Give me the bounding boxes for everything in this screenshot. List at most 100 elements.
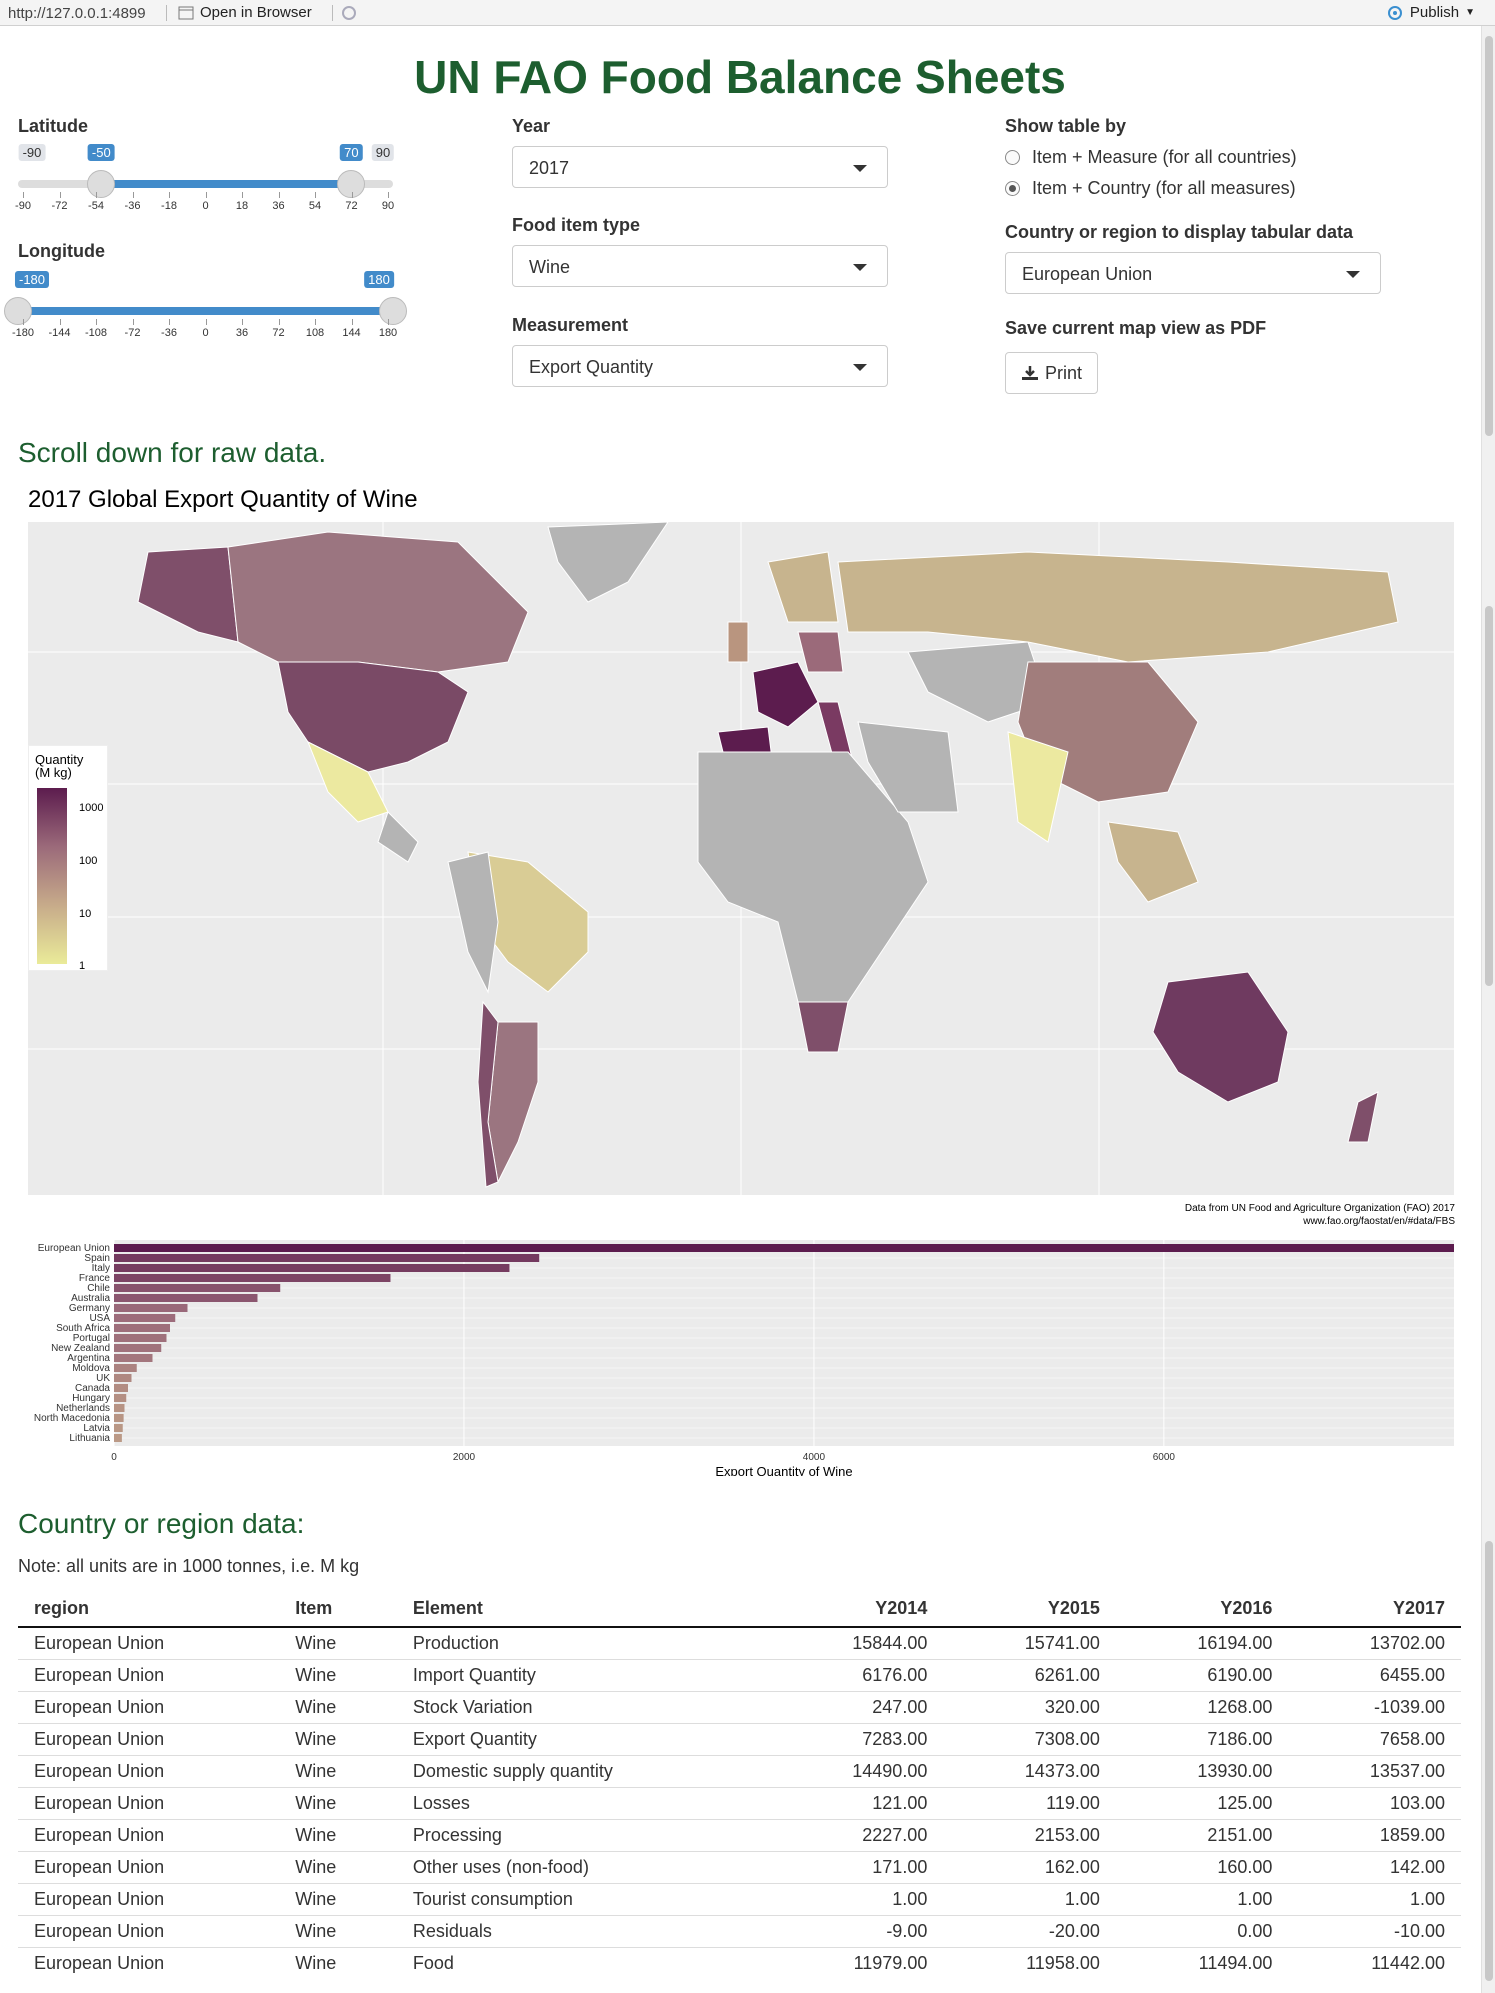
table-cell: 1859.00 (1288, 1818, 1461, 1851)
slider-low-handle[interactable] (4, 297, 32, 325)
scrollbar-thumb[interactable] (1485, 36, 1493, 436)
slider-high-value: 70 (340, 144, 363, 161)
table-row: European Union Wine Losses 121.00 119.00 125.… (18, 1786, 1461, 1819)
slider-low-handle[interactable] (87, 170, 116, 198)
measurement-value: Export Quantity (529, 357, 654, 377)
food-item-select[interactable]: Wine (512, 245, 888, 287)
radio-item-measure[interactable]: Item + Measure (for all countries) (1005, 147, 1297, 168)
table-header-y2017[interactable]: Y2017 (1288, 1590, 1461, 1628)
bar-canada (114, 1384, 128, 1392)
table-header-y2016[interactable]: Y2016 (1115, 1590, 1289, 1628)
table-cell: 14373.00 (943, 1754, 1116, 1787)
longitude-slider[interactable]: -180 180 -180 -144 -108 -72 -36 0 36 72 108 144 18… (4, 271, 407, 369)
bar-category-label: South Africa (56, 1323, 110, 1334)
slider-tick-label: -54 (88, 200, 104, 212)
table-header-element[interactable]: Element (396, 1590, 771, 1628)
slider-tick-label: 72 (345, 200, 358, 212)
page-title: UN FAO Food Balance Sheets (414, 51, 1066, 103)
country-select[interactable]: European Union (1005, 252, 1381, 294)
table-cell: 247.00 (770, 1690, 944, 1723)
map-mexico (307, 740, 389, 823)
table-header-region[interactable]: region (18, 1590, 280, 1628)
bar-category-label: Hungary (72, 1393, 110, 1404)
table-cell: 119.00 (943, 1786, 1116, 1819)
publish-button[interactable]: Publish ▼ (1386, 4, 1475, 21)
measurement-label: Measurement (512, 315, 629, 335)
bar-hungary (114, 1394, 127, 1402)
slider-high-handle[interactable] (337, 170, 366, 198)
radio-dot[interactable] (1005, 150, 1020, 165)
slider-tick-label: 36 (272, 200, 285, 212)
page-scrollbar[interactable] (1481, 26, 1495, 1993)
slider-tick-label: 54 (308, 200, 322, 212)
latitude-slider[interactable]: -90 90 -50 70 -90 -72 -54 -36 -18 0 18 36 54 72 90 (15, 144, 395, 242)
slider-tick-label: 108 (305, 327, 325, 339)
radio-dot[interactable] (1005, 181, 1020, 196)
bar-x-tick-label: 6000 (1153, 1452, 1176, 1463)
map-new-zealand (1347, 1091, 1379, 1143)
table-cell: Wine (279, 1626, 397, 1659)
slider-min-label: -90 (18, 144, 46, 161)
bar-category-label: European Union (38, 1243, 110, 1254)
table-cell: -20.00 (943, 1914, 1116, 1947)
table-cell: Tourist consumption (396, 1882, 771, 1915)
year-value: 2017 (529, 158, 570, 178)
viewer-toolbar: http://127.0.0.1:4899 Open in Browser Pu… (0, 0, 1495, 26)
table-cell: 320.00 (943, 1690, 1116, 1723)
radio-item-country[interactable]: Item + Country (for all measures) (1005, 178, 1296, 199)
slider-high-handle[interactable] (379, 297, 407, 325)
map-south-africa (797, 1001, 849, 1053)
country-label: Country or region to display tabular dat… (1005, 222, 1354, 242)
map-greenland (547, 522, 669, 603)
bar-category-label: Spain (84, 1253, 110, 1264)
bar-category-label: Germany (69, 1303, 110, 1314)
table-header-y2014[interactable]: Y2014 (770, 1590, 944, 1628)
table-cell: European Union (18, 1818, 280, 1851)
table-cell: European Union (18, 1850, 280, 1883)
slider-tick-label: 144 (342, 327, 361, 339)
refresh-icon[interactable] (340, 4, 358, 22)
world-map[interactable] (28, 522, 1454, 1195)
legend-level: 100 (79, 855, 98, 867)
table-cell: 15844.00 (770, 1626, 944, 1659)
map-alaska (137, 546, 239, 643)
legend-title: Quantity (M kg) (35, 752, 84, 780)
slider-tick-mark (242, 192, 243, 198)
slider-low-value: -180 (14, 271, 50, 288)
measurement-select[interactable]: Export Quantity (512, 345, 888, 387)
scrollbar-thumb[interactable] (1485, 606, 1493, 986)
table-cell: 1.00 (943, 1882, 1116, 1915)
scrollbar-thumb[interactable] (1485, 1541, 1493, 1981)
print-button[interactable]: Print (1005, 352, 1098, 394)
table-cell: 13537.00 (1288, 1754, 1461, 1787)
toolbar-divider (166, 5, 167, 21)
open-in-browser-button[interactable]: Open in Browser (178, 4, 312, 21)
slider-tick-label: -36 (161, 327, 177, 339)
bar-category-label: Netherlands (56, 1403, 110, 1414)
table-cell: Processing (396, 1818, 771, 1851)
bar-category-label: USA (89, 1313, 110, 1324)
table-body: European Union Wine Production 15844.00 1574… (18, 1626, 1461, 1979)
table-cell: 16194.00 (1115, 1626, 1289, 1659)
table-row: European Union Wine Processing 2227.00 2153.… (18, 1818, 1461, 1851)
table-cell: Export Quantity (396, 1722, 771, 1755)
table-cell: Other uses (non-food) (396, 1850, 771, 1883)
map-southeast-asia (1107, 821, 1199, 903)
scroll-note: Scroll down for raw data. (18, 437, 327, 468)
legend-level: 1 (79, 960, 86, 972)
table-header-item[interactable]: Item (279, 1590, 397, 1628)
slider-range-fill (101, 180, 352, 188)
table-cell: 1.00 (1115, 1882, 1289, 1915)
region-section-title: Country or region data: (18, 1508, 305, 1539)
slider-tick-mark (96, 319, 97, 325)
bar-south-africa (114, 1324, 170, 1332)
slider-tick-mark (132, 319, 134, 325)
year-label: Year (512, 116, 551, 136)
legend-level: 10 (79, 908, 92, 920)
caret-down-icon (853, 264, 867, 271)
table-header-y2015[interactable]: Y2015 (943, 1590, 1116, 1628)
table-cell: -1039.00 (1288, 1690, 1461, 1723)
longitude-label: Longitude (18, 241, 105, 261)
bar-x-axis-label: Export Quantity of Wine (715, 1464, 852, 1476)
year-select[interactable]: 2017 (512, 146, 888, 188)
